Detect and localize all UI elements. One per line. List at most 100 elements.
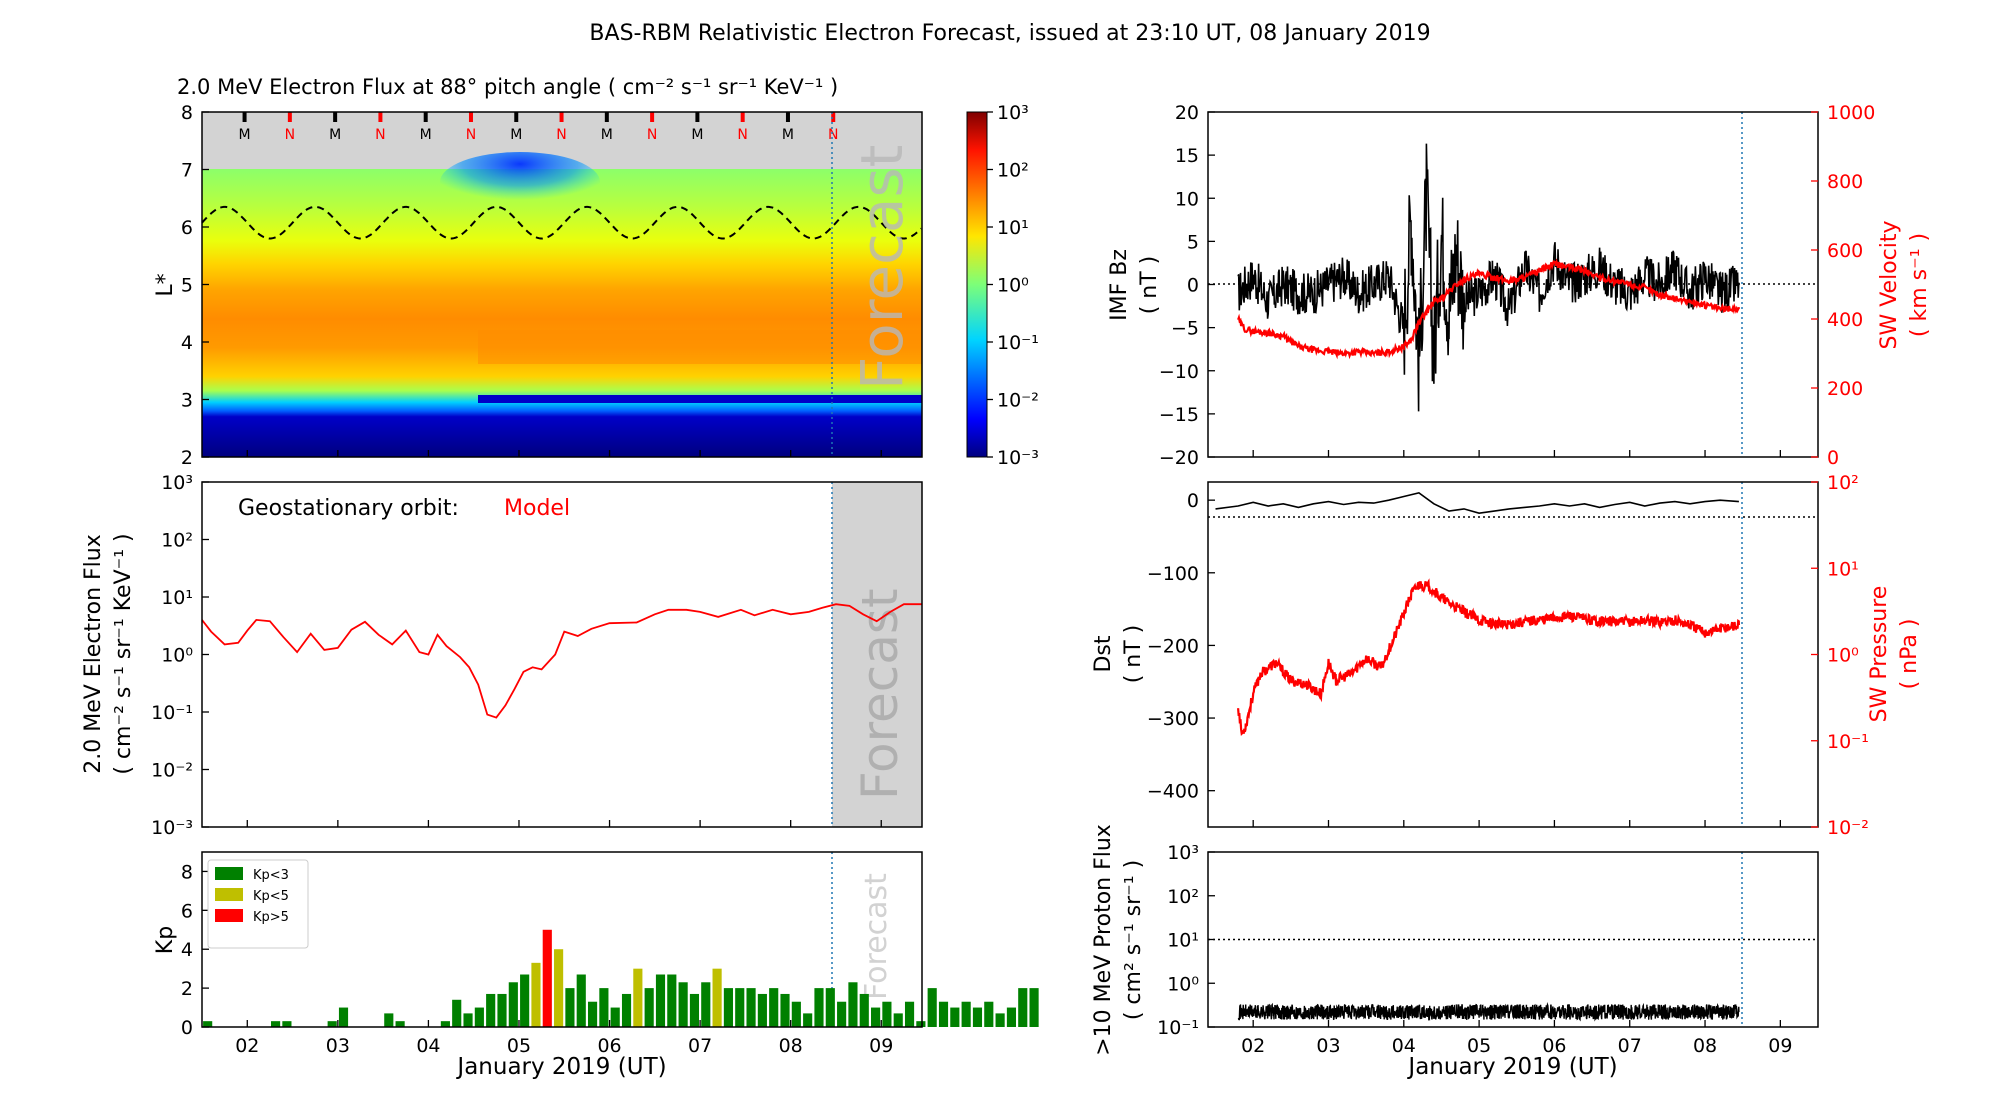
dst-frame: [1207, 481, 1819, 828]
geo-frame: [201, 481, 923, 828]
kp-bar: [995, 1013, 1005, 1027]
kp-bar: [667, 974, 677, 1027]
kp-bar: [701, 982, 711, 1027]
x-tick-label: 05: [1467, 1035, 1491, 1057]
kp-bar: [554, 949, 564, 1027]
kp-bar: [474, 1007, 484, 1027]
kp-bar: [531, 962, 541, 1027]
kp-bar: [780, 993, 790, 1027]
y-tick-label: −10: [1159, 361, 1199, 383]
mlt-label: N: [647, 127, 657, 143]
x-tick-label: 07: [688, 1035, 712, 1057]
mlt-label: N: [285, 127, 295, 143]
kp-y-label: Kp: [153, 926, 178, 954]
kp-bar: [916, 1021, 926, 1027]
kp-bar: [882, 1001, 892, 1027]
x-tick-label: 02: [1241, 1035, 1265, 1057]
y-tick-label: 10³: [1167, 842, 1199, 864]
kp-bar: [961, 1001, 971, 1027]
y-tick-label: 10¹: [161, 587, 193, 609]
kp-legend-swatch-1: [215, 867, 243, 880]
y-tick-label: 2: [181, 447, 193, 469]
imf-panel: 20 15 10 5 0 −5 −10 −15 −20 0 200 400 600 800 1000 IM…: [1107, 102, 1932, 469]
x-tick-label: 04: [1392, 1035, 1416, 1057]
y-tick-label: 600: [1827, 240, 1863, 262]
y-tick-label: 6: [181, 900, 193, 922]
kp-bar: [384, 1013, 394, 1027]
mlt-label: M: [601, 127, 613, 143]
kp-bar: [655, 974, 666, 1027]
kp-bar: [282, 1021, 292, 1027]
dst-y2-axis: 10⁻² 10⁻¹ 10⁰ 10¹ 10²: [1811, 472, 1869, 839]
y-tick-label: 2: [181, 978, 193, 1000]
kp-bar: [825, 988, 835, 1027]
y-tick-label: −5: [1171, 318, 1199, 340]
kp-bar: [621, 993, 632, 1027]
kp-bar: [565, 988, 575, 1027]
sw-velocity-line: [1237, 258, 1740, 360]
kp-legend-swatch-2: [215, 888, 243, 901]
proton-y-label-line2: ( cm² s⁻¹ sr⁻¹ ): [1121, 860, 1146, 1020]
y-tick-label: 4: [181, 939, 193, 961]
geo-x-axis: [246, 820, 882, 827]
y-tick-label: 15: [1175, 145, 1199, 167]
y-tick-label: 10³: [161, 472, 193, 494]
dst-y2-label-line1: SW Pressure: [1867, 586, 1892, 723]
y-tick-label: 8: [181, 102, 193, 124]
x-tick-label: 07: [1618, 1035, 1642, 1057]
imf-y2-axis: 0 200 400 600 800 1000: [1811, 102, 1875, 469]
mlt-label: N: [375, 127, 385, 143]
kp-bar: [689, 993, 700, 1027]
kp-bar: [610, 1007, 620, 1027]
kp-bar: [497, 993, 507, 1027]
y-tick-label: 4: [181, 332, 193, 354]
mlt-label: M: [510, 127, 522, 143]
kp-bar: [859, 993, 869, 1027]
colorbar-tick-label: 10⁻³: [997, 447, 1039, 469]
lstar-y-label: L*: [153, 273, 178, 296]
x-tick-label: 06: [597, 1035, 621, 1057]
imf-y-axis: 20 15 10 5 0 −5 −10 −15 −20: [1159, 102, 1215, 469]
y-tick-label: 10⁻¹: [151, 702, 193, 724]
forecast-watermark: Forecast: [848, 145, 916, 390]
proton-x-axis: 02 03 04 05 06 07 08 09: [1241, 1020, 1792, 1057]
y-tick-label: 7: [181, 160, 193, 182]
x-tick-label: 08: [1693, 1035, 1717, 1057]
kp-bar: [769, 988, 779, 1027]
kp-bar: [633, 968, 643, 1027]
colorbar-tick-label: 10¹: [997, 217, 1029, 239]
y-tick-label: −15: [1159, 404, 1199, 426]
kp-bar: [678, 982, 688, 1027]
imf-bz-line: [1237, 143, 1740, 412]
y-tick-label: 800: [1827, 171, 1863, 193]
kp-bar: [599, 988, 609, 1027]
y-tick-label: 10⁰: [161, 645, 193, 667]
kp-bar: [271, 1021, 281, 1027]
y-tick-label: 0: [1827, 447, 1839, 469]
lstar-y-axis: 2 3 4 5 6 7 8: [181, 102, 209, 469]
y-tick-label: −20: [1159, 447, 1199, 469]
left-x-axis-label: January 2019 (UT): [455, 1054, 666, 1080]
kp-bar: [746, 988, 756, 1027]
y-tick-label: 10⁻¹: [1827, 731, 1869, 753]
y-tick-label: −200: [1147, 635, 1199, 657]
y-tick-label: 10: [1175, 188, 1199, 210]
y-tick-label: 6: [181, 217, 193, 239]
figure-title: BAS-RBM Relativistic Electron Forecast, …: [589, 21, 1430, 46]
y-tick-label: 10²: [1167, 886, 1199, 908]
x-tick-label: 05: [507, 1035, 531, 1057]
kp-bar: [520, 974, 530, 1027]
imf-y2-label-line2: ( km s⁻¹ ): [1907, 233, 1932, 337]
kp-bars: [203, 929, 1039, 1027]
proton-flux-line: [1237, 1002, 1740, 1022]
kp-bar: [508, 982, 518, 1027]
forecast-watermark: Forecast: [851, 588, 909, 800]
kp-bar: [486, 993, 496, 1027]
geo-y-axis: 10⁻³ 10⁻² 10⁻¹ 10⁰ 10¹ 10² 10³: [151, 472, 209, 839]
mlt-label: N: [556, 127, 566, 143]
kp-legend-label-3: Kp>5: [253, 910, 289, 925]
mlt-label: M: [329, 127, 341, 143]
